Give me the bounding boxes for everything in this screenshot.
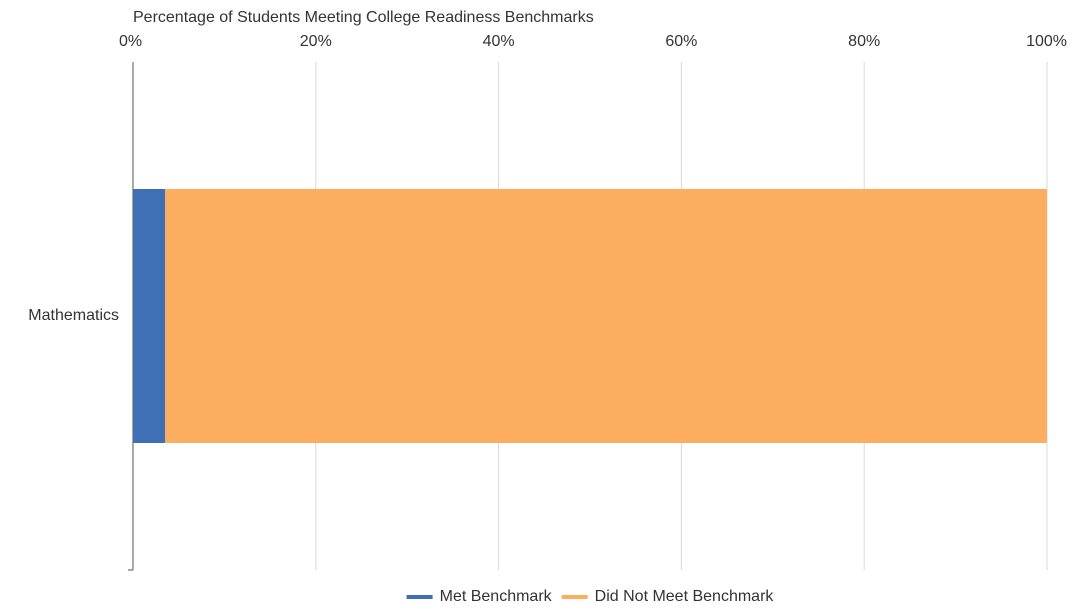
x-tick-label: 60% <box>665 33 697 50</box>
legend-label: Met Benchmark <box>440 588 553 605</box>
bar-segment <box>164 189 1048 443</box>
legend-label: Did Not Meet Benchmark <box>595 588 775 605</box>
bar-segment <box>133 189 165 443</box>
x-tick-label: 20% <box>300 33 332 50</box>
x-tick-label: 0% <box>119 33 142 50</box>
x-tick-label: 100% <box>1026 33 1067 50</box>
x-tick-label: 40% <box>483 33 515 50</box>
x-tick-label: 80% <box>848 33 880 50</box>
x-axis-title: Percentage of Students Meeting College R… <box>133 9 594 26</box>
y-tick-label: Mathematics <box>28 307 119 324</box>
